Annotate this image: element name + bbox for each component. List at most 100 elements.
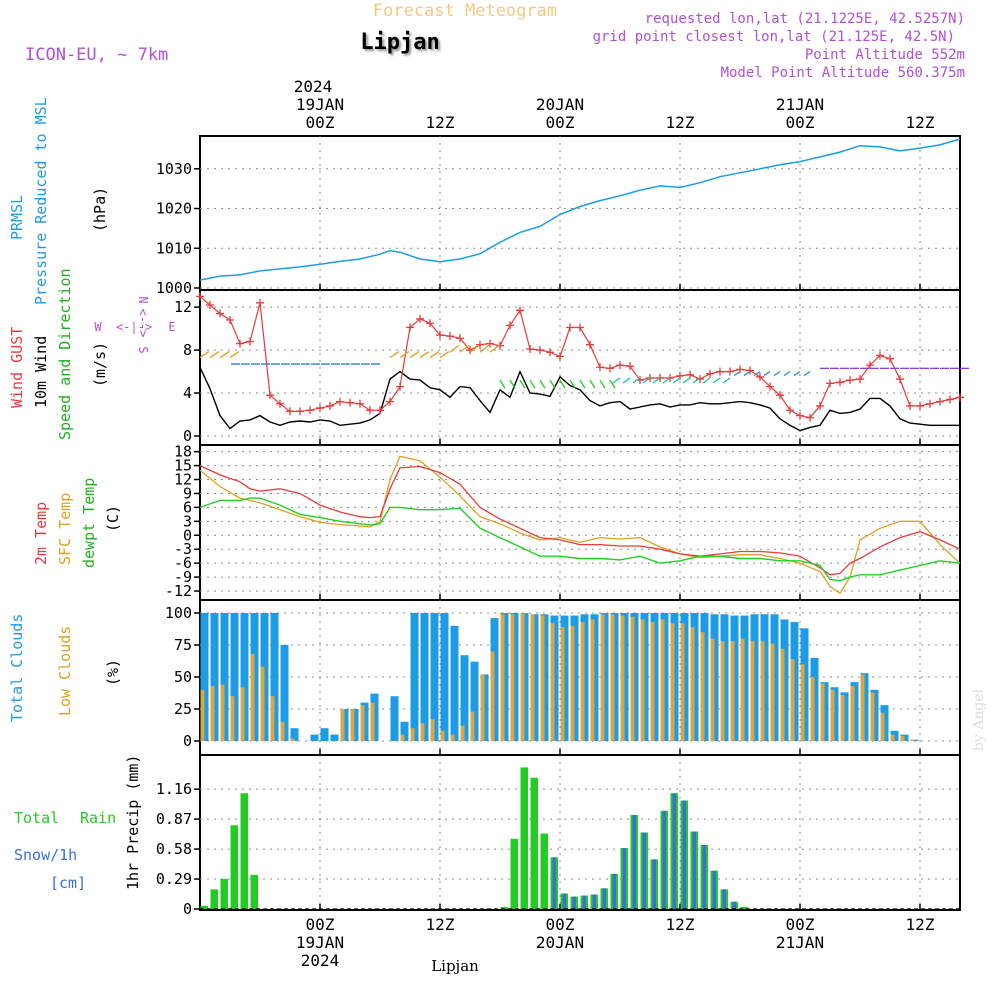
- wind-direction-arrow: [209, 351, 220, 359]
- wind-direction-arrow: [672, 377, 681, 384]
- rain-label: Total: [14, 809, 59, 827]
- low-cloud-bar: [890, 734, 895, 741]
- gust-point: [696, 375, 704, 384]
- total-cloud-bar: [210, 613, 219, 741]
- low-cloud-bar: [850, 685, 855, 741]
- wind-direction-arrow: [682, 377, 691, 384]
- low-cloud-bar: [450, 734, 455, 741]
- point-altitude: Point Altitude 552m: [805, 47, 965, 63]
- wind-direction-arrow: [399, 351, 410, 359]
- gust-point: [206, 300, 214, 309]
- gust-point: [316, 404, 324, 413]
- pressure-ytick-label: 1030: [156, 160, 192, 178]
- gust-point: [956, 393, 964, 402]
- gust-point: [616, 361, 624, 370]
- rain-bar: [510, 838, 518, 909]
- low-cloud-bar: [290, 738, 295, 741]
- precip-ytick-label: 0: [183, 900, 192, 918]
- gust-point: [536, 346, 544, 355]
- gust-label: Wind GUST: [8, 327, 26, 408]
- low-cloud-bar: [790, 659, 795, 741]
- low-cloud-bar: [370, 702, 375, 741]
- gust-point: [326, 401, 334, 410]
- clouds-ytick-label: 25: [174, 700, 192, 718]
- total-cloud-label: Total Clouds: [8, 614, 26, 722]
- rain-bar: [740, 906, 748, 909]
- total-cloud-bar: [290, 728, 299, 741]
- wind-direction-arrow: [733, 371, 741, 377]
- low-cloud-bar: [570, 625, 575, 741]
- low-cloud-bar: [230, 696, 235, 741]
- snow-bar: [702, 844, 706, 909]
- compass-w: W: [94, 320, 102, 334]
- compass-e: E: [168, 320, 175, 334]
- compass-s: S: [136, 346, 150, 353]
- low-cloud-bar: [240, 687, 245, 741]
- wind-direction-arrow: [429, 351, 440, 359]
- gust-point: [756, 372, 764, 381]
- snow-bar: [682, 800, 686, 909]
- low-cloud-bar: [200, 689, 205, 741]
- low-cloud-bar: [430, 719, 435, 741]
- total-cloud-bar: [460, 655, 469, 741]
- wind-direction-arrow: [783, 371, 791, 377]
- gust-point: [916, 401, 924, 410]
- low-cloud-bar: [400, 734, 405, 741]
- wind-direction-arrow: [712, 377, 721, 384]
- t2m-label: 2m Temp: [32, 502, 50, 565]
- low-cloud-bar: [830, 689, 835, 741]
- snow-unit: [cm]: [50, 874, 86, 892]
- total-cloud-bar: [390, 696, 399, 741]
- rain-bar: [520, 767, 528, 909]
- snow-bar: [602, 888, 606, 909]
- wind10m-line: [199, 367, 960, 432]
- low-cloud-bar: [270, 696, 275, 741]
- precip-frame: [199, 754, 961, 911]
- gust-point: [446, 332, 454, 341]
- wind-unit: (m/s): [91, 342, 109, 387]
- gust-point: [556, 352, 564, 361]
- gust-point: [226, 316, 234, 324]
- wind-direction-arrow: [612, 377, 621, 384]
- gust-point: [526, 345, 534, 353]
- total-cloud-bar: [220, 613, 229, 741]
- low-cloud-bar: [650, 621, 655, 741]
- low-cloud-bar: [440, 730, 445, 741]
- gust-point: [776, 391, 784, 400]
- rain-bar: [220, 879, 228, 909]
- rain-bar: [210, 889, 218, 909]
- dewpoint-line: [199, 497, 961, 582]
- total-cloud-bar: [280, 645, 289, 741]
- model-altitude: Model Point Altitude 560.375m: [721, 65, 965, 81]
- gust-point: [606, 364, 614, 373]
- low-cloud-bar: [590, 619, 595, 741]
- low-cloud-bar: [820, 683, 825, 741]
- low-cloud-bar: [690, 627, 695, 741]
- bottom-hour-label: 00Z: [786, 915, 815, 934]
- gust-point: [846, 376, 854, 385]
- low-cloud-bar: [810, 677, 815, 741]
- gust-point: [786, 406, 794, 415]
- low-cloud-bar: [620, 615, 625, 741]
- pressure-frame: [199, 135, 961, 291]
- gust-point: [216, 309, 224, 318]
- gust-point: [566, 323, 574, 332]
- total-cloud-bar: [430, 613, 439, 741]
- compass-n: N: [136, 296, 150, 303]
- gust-point: [586, 340, 594, 349]
- rain-bar: [500, 906, 508, 909]
- top-hour-label: 12Z: [426, 113, 455, 132]
- panel-grids: [194, 136, 960, 910]
- total-cloud-bar: [440, 613, 449, 741]
- gust-point: [306, 406, 314, 415]
- low-cloud-bar: [280, 721, 285, 741]
- low-cloud-bar: [520, 613, 525, 741]
- wind-direction-arrow: [702, 377, 711, 384]
- gust-line: [199, 295, 961, 419]
- temp-ytick-label: 3: [183, 512, 192, 530]
- cloud-unit: (%): [104, 659, 122, 686]
- wind-direction-arrow: [419, 351, 430, 359]
- gust-point: [516, 306, 524, 315]
- clouds-ytick-label: 75: [174, 636, 192, 654]
- top-date-label: 21JAN: [776, 95, 824, 114]
